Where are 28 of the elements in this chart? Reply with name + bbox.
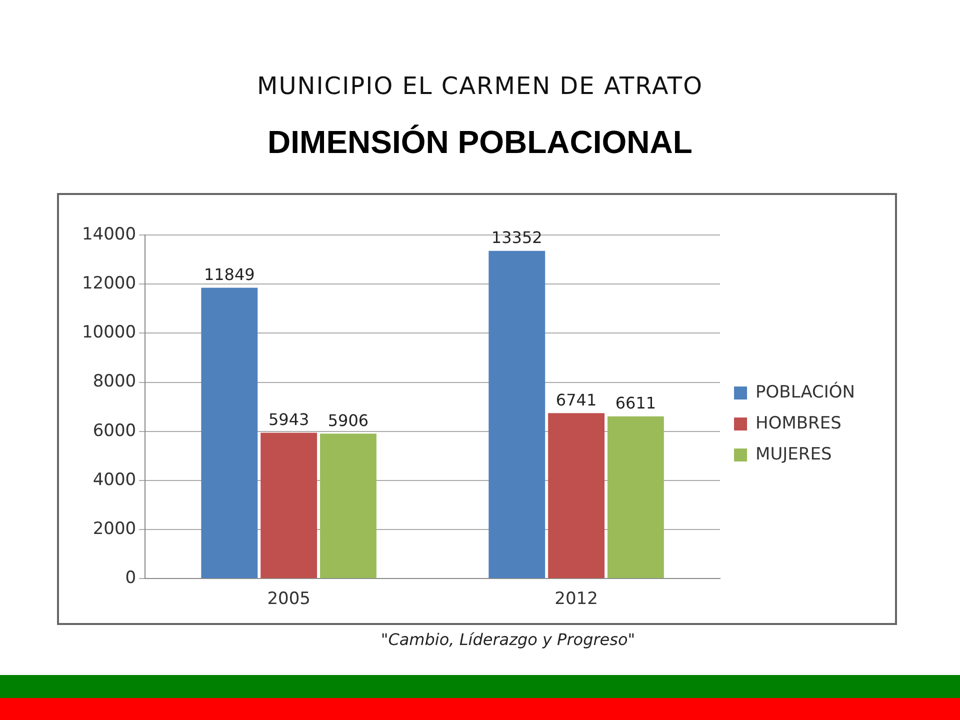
y-tick-label: 14000: [82, 224, 136, 244]
bar: [260, 432, 318, 578]
text: "Cambio, Líderazgo y Progreso": [380, 630, 636, 649]
data-label: 5906: [328, 410, 369, 430]
chart-subtitle: DIMENSIÓN POBLACIONAL: [266, 124, 694, 161]
y-tick-label: 6000: [92, 420, 136, 441]
data-label: 6741: [556, 390, 597, 410]
data-label: 6611: [615, 394, 656, 413]
y-tick-label: 0: [125, 568, 136, 588]
x-tick-label: 2005: [267, 589, 310, 610]
y-tick-label: 12000: [82, 274, 136, 294]
bar: [607, 416, 664, 578]
y-tick-label: 2000: [92, 518, 136, 539]
bar: [201, 288, 258, 578]
legend-label: HOMBRES: [756, 413, 842, 434]
y-tick-label: 8000: [92, 372, 136, 392]
data-label: 13352: [491, 228, 542, 248]
bar: [548, 413, 605, 578]
legend-label: POBLACIÓN: [756, 381, 855, 402]
y-tick-label: 4000: [92, 470, 136, 490]
bar: [488, 250, 546, 578]
y-tick-label: 10000: [82, 322, 136, 343]
data-label: 11849: [204, 264, 255, 284]
legend-label: MUJERES: [756, 444, 832, 464]
data-label: 5943: [268, 410, 310, 429]
chart-title: MUNICIPIO EL CARMEN DE ATRATO: [256, 72, 704, 100]
bar: [320, 434, 376, 578]
x-tick-label: 2012: [554, 589, 598, 610]
